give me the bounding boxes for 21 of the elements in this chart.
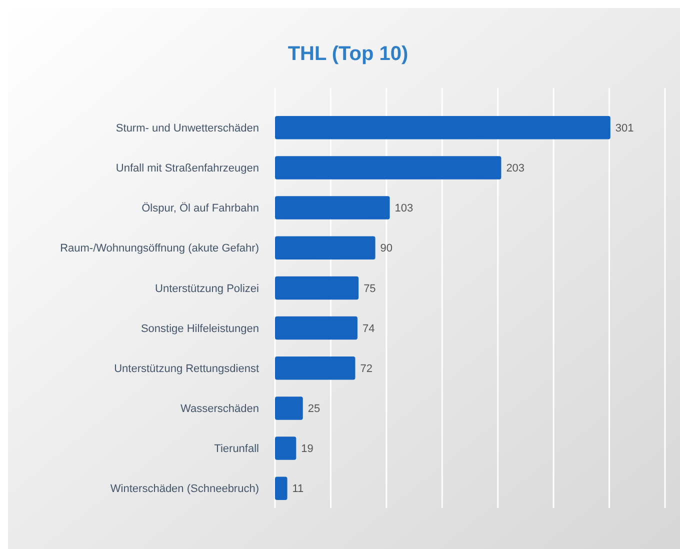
data-label: 19 (301, 443, 314, 456)
data-label: 203 (506, 162, 525, 175)
chart-title: THL (Top 10) (288, 43, 408, 65)
data-label: 75 (364, 282, 376, 295)
data-label: 25 (308, 403, 320, 416)
y-tick-label: Tierunfall (214, 443, 259, 456)
y-tick-label: Unfall mit Straßenfahrzeugen (116, 162, 259, 175)
y-tick-label: Ölspur, Öl auf Fahrbahn (142, 202, 259, 215)
y-tick-label: Sonstige Hilfeleistungen (140, 322, 259, 335)
y-tick-label: Sturm- und Unwetterschäden (116, 122, 259, 134)
data-label: 90 (380, 242, 393, 255)
data-label: 74 (362, 322, 375, 335)
y-tick-label: Unterstützung Polizei (155, 282, 259, 295)
y-tick-label: Raum-/Wohnungsöffnung (akute Gefahr) (60, 242, 259, 255)
data-label: 11 (292, 483, 304, 496)
data-label: 103 (394, 202, 414, 215)
y-tick-label: Unterstützung Rettungsdienst (114, 362, 259, 375)
data-label: 72 (360, 362, 372, 375)
y-tick-label: Winterschäden (Schneebruch) (110, 483, 259, 496)
y-tick-label: Wasserschäden (180, 403, 259, 416)
data-label: 301 (615, 122, 634, 134)
